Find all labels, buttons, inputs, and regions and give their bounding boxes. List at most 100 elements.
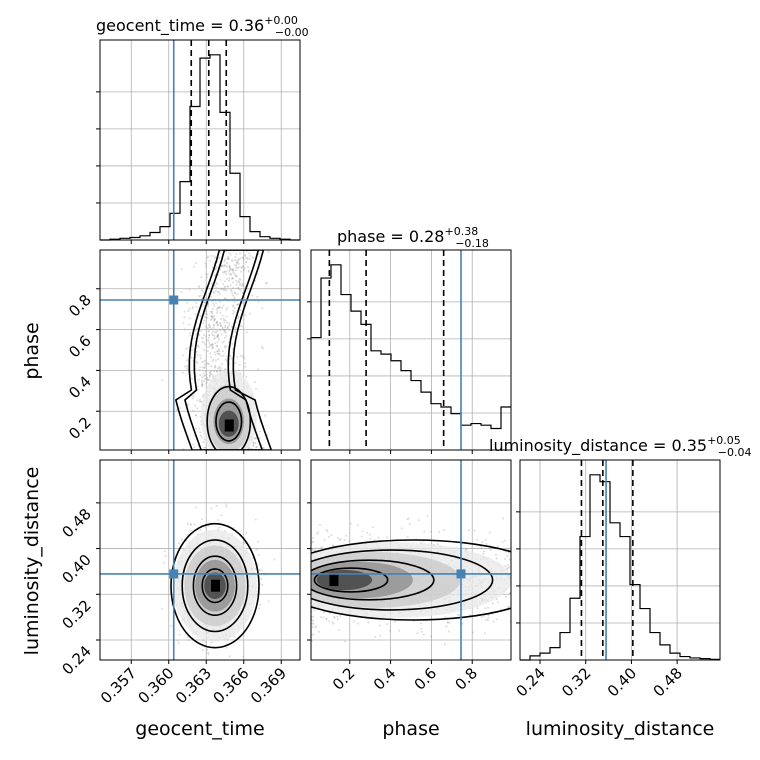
scatter-point-0-130	[209, 352, 212, 355]
scatter-point-0-401	[210, 317, 213, 320]
scatter-point-2-37	[508, 592, 511, 595]
scatter-point-2-723	[325, 618, 328, 621]
scatter-point-0-464	[255, 446, 258, 449]
hist-frame-phase	[310, 249, 512, 451]
pair-panel-geocent_time-phase	[100, 250, 300, 450]
scatter-point-0-100	[193, 446, 196, 449]
scatter-point-1-355	[221, 678, 223, 680]
scatter-point-2-537	[492, 620, 495, 623]
scatter-point-0-502	[198, 369, 201, 372]
scatter-point-1-546	[260, 577, 263, 580]
scatter-point-0-520	[220, 367, 223, 370]
xtick-label-luminosity_distance-2: 0.40	[604, 664, 640, 700]
scatter-point-0-429	[207, 330, 210, 333]
scatter-point-0-14	[216, 333, 219, 336]
scatter-point-2-564	[483, 632, 486, 635]
scatter-point-0-484	[206, 312, 209, 315]
scatter-point-2-80	[506, 554, 509, 557]
scatter-point-0-686	[215, 321, 218, 324]
scatter-point-0-463	[220, 355, 223, 358]
scatter-point-0-359	[206, 273, 209, 276]
scatter-point-0-229	[206, 379, 209, 382]
scatter-point-2-148	[378, 624, 381, 627]
scatter-point-0-564	[181, 354, 184, 357]
scatter-point-2-1006	[338, 628, 341, 631]
scatter-point-2-221	[483, 550, 486, 553]
scatter-point-0-363	[191, 395, 194, 398]
scatter-point-0-344	[219, 369, 222, 372]
scatter-point-0-563	[220, 287, 223, 290]
scatter-point-0-593	[215, 330, 218, 333]
scatter-point-0-662	[205, 273, 208, 276]
scatter-point-2-1031	[332, 622, 335, 625]
scatter-point-2-923	[400, 527, 403, 530]
scatter-point-0-124	[225, 334, 228, 337]
scatter-point-0-748	[229, 355, 232, 358]
scatter-point-0-991	[216, 341, 219, 344]
scatter-point-0-70	[191, 397, 194, 400]
scatter-point-0-414	[205, 285, 208, 288]
scatter-point-0-833	[202, 341, 205, 344]
scatter-point-0-830	[223, 271, 226, 274]
scatter-point-2-112	[369, 537, 372, 540]
scatter-point-0-534	[230, 357, 233, 360]
scatter-point-0-712	[198, 398, 201, 401]
scatter-point-0-33	[221, 306, 224, 309]
scatter-point-0-57	[235, 266, 238, 269]
scatter-point-0-834	[231, 268, 234, 271]
scatter-point-0-1012	[231, 305, 234, 308]
scatter-point-0-990	[213, 318, 216, 321]
scatter-point-0-282	[213, 304, 216, 307]
scatter-point-0-522	[199, 374, 202, 377]
scatter-point-0-301	[210, 319, 213, 322]
scatter-point-0-450	[219, 322, 222, 325]
scatter-point-0-131	[218, 348, 221, 351]
scatter-point-0-850	[242, 268, 245, 271]
scatter-point-0-126	[213, 334, 216, 337]
scatter-point-0-505	[210, 282, 213, 285]
scatter-point-0-622	[232, 268, 235, 271]
scatter-point-0-442	[210, 254, 213, 257]
scatter-point-0-225	[254, 437, 257, 440]
scatter-point-0-840	[264, 414, 267, 417]
scatter-point-0-443	[209, 259, 212, 262]
scatter-point-0-694	[207, 362, 210, 365]
scatter-point-0-543	[181, 371, 184, 374]
scatter-point-0-1068	[211, 347, 214, 350]
scatter-point-0-637	[238, 288, 241, 291]
scatter-point-2-1028	[377, 536, 380, 539]
scatter-point-0-250	[187, 403, 190, 406]
scatter-point-0-845	[179, 407, 182, 410]
scatter-point-0-790	[213, 318, 216, 321]
scatter-point-0-303	[244, 314, 247, 317]
scatter-point-0-578	[220, 287, 223, 290]
scatter-point-2-905	[438, 530, 441, 533]
scatter-point-1-430	[178, 633, 181, 636]
xtick-label-phase-1: 0.4	[370, 664, 400, 694]
scatter-point-0-41	[234, 361, 237, 364]
ytick-label-luminosity_distance-3: 0.48	[58, 505, 94, 541]
scatter-point-0-813	[224, 358, 227, 361]
scatter-point-2-232	[426, 514, 429, 517]
scatter-point-0-649	[209, 343, 212, 346]
scatter-point-0-205	[195, 306, 198, 309]
scatter-point-2-1025	[446, 620, 449, 623]
scatter-point-0-1053	[211, 360, 214, 363]
scatter-point-0-1098	[227, 257, 230, 260]
pair-panel-phase-luminosity_distance	[311, 460, 511, 660]
scatter-point-0-565	[204, 262, 207, 265]
scatter-point-0-199	[215, 335, 218, 338]
scatter-point-1-959	[206, 651, 209, 654]
scatter-point-1-199	[216, 519, 219, 522]
scatter-point-0-699	[238, 277, 241, 280]
scatter-point-2-136	[504, 565, 507, 568]
scatter-point-0-1063	[252, 257, 255, 260]
scatter-point-0-73	[215, 281, 218, 284]
scatter-point-0-935	[213, 351, 216, 354]
scatter-point-1-844	[190, 523, 193, 526]
scatter-point-0-333	[252, 443, 255, 446]
scatter-point-2-1021	[311, 541, 314, 544]
scatter-point-0-106	[252, 444, 255, 447]
scatter-point-0-1054	[230, 268, 233, 271]
scatter-point-1-1063	[164, 555, 167, 558]
